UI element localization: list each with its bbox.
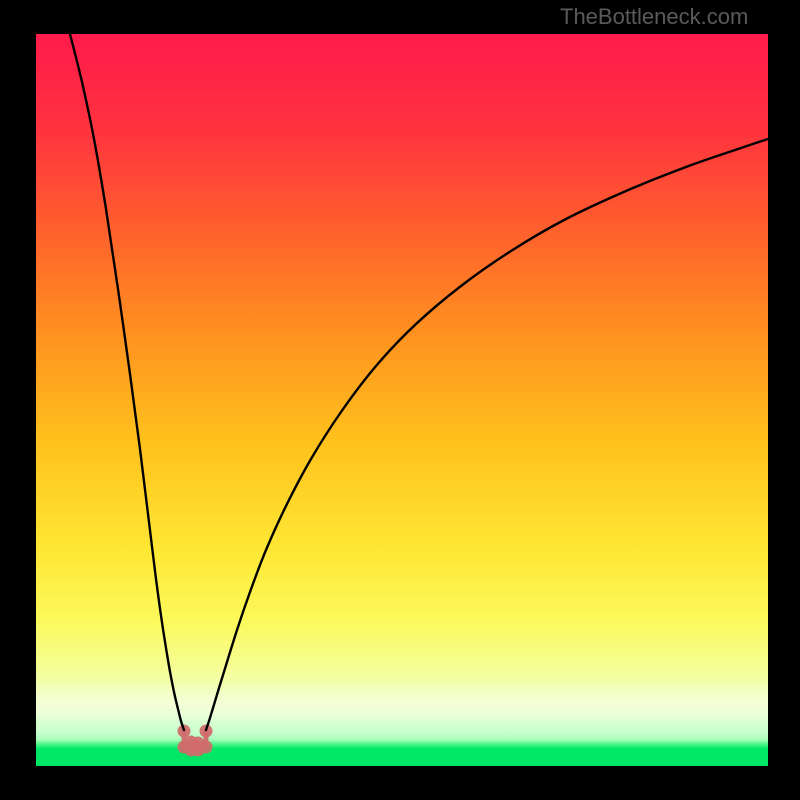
curve-right-branch xyxy=(206,139,768,730)
curve-left-branch xyxy=(70,34,184,730)
plot-area xyxy=(36,34,768,766)
watermark-text: TheBottleneck.com xyxy=(560,4,748,30)
curve-layer xyxy=(36,34,768,766)
